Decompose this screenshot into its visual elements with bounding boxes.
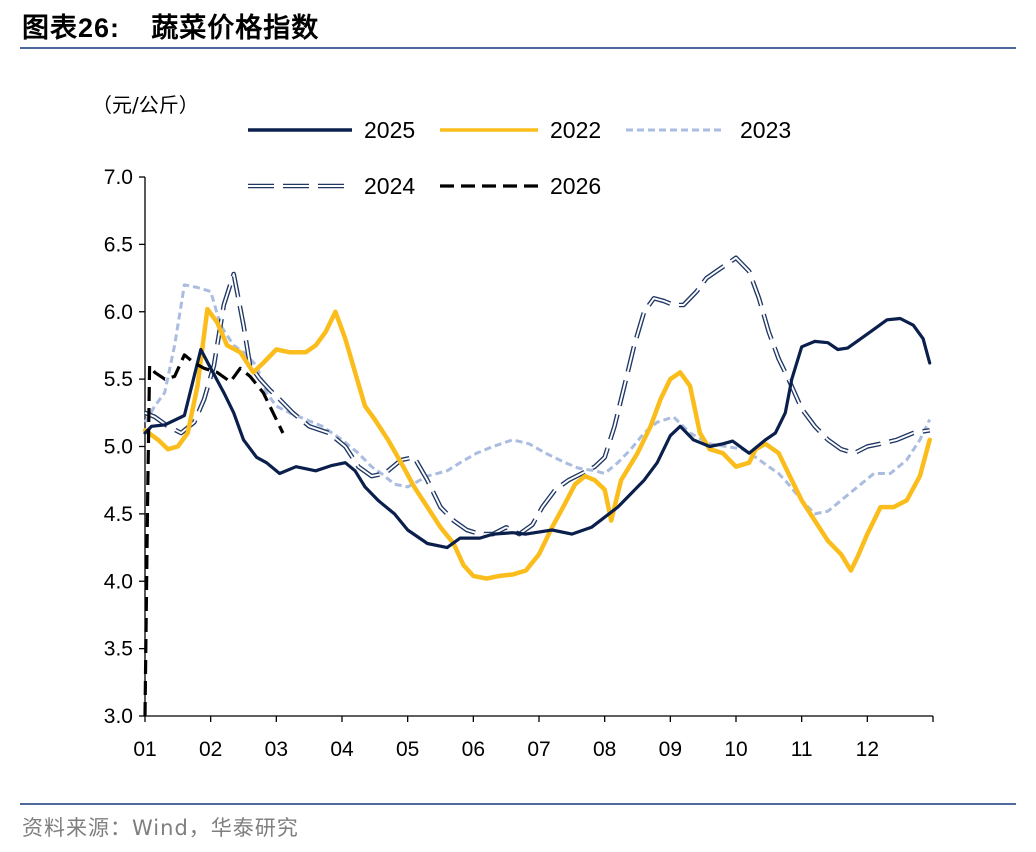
x-tick-label: 02 xyxy=(199,738,222,761)
legend-label-2022: 2022 xyxy=(550,117,601,143)
series-2026-line xyxy=(143,353,285,717)
x-tick-label: 06 xyxy=(462,738,485,761)
y-tick-label: 4.5 xyxy=(104,503,133,526)
x-tick-label: 04 xyxy=(330,738,354,761)
legend-label-2025: 2025 xyxy=(364,117,415,143)
series-2025-line xyxy=(143,316,932,550)
y-tick-label: 7.0 xyxy=(104,166,133,189)
x-tick-label: 03 xyxy=(265,738,288,761)
legend-label-2023: 2023 xyxy=(740,117,791,143)
x-tick-label: 01 xyxy=(133,738,156,761)
series-2024-line-inner xyxy=(144,256,930,536)
y-tick-label: 3.5 xyxy=(104,638,133,661)
x-tick-label: 05 xyxy=(396,738,419,761)
y-tick-label: 6.5 xyxy=(104,233,133,256)
figure-title-text: 蔬菜价格指数 xyxy=(151,13,320,44)
series-2024-line xyxy=(144,255,931,537)
figure-label: 图表 xyxy=(22,13,78,44)
y-tick-label: 4.0 xyxy=(104,570,133,593)
legend-label-2026: 2026 xyxy=(550,173,601,199)
x-tick-label: 07 xyxy=(527,738,550,761)
series-2022-line xyxy=(142,306,932,581)
figure-title: 图表26: 蔬菜价格指数 xyxy=(22,8,319,48)
x-tick-label: 11 xyxy=(791,738,813,761)
y-tick-label: 6.0 xyxy=(104,301,133,324)
series-2023-line xyxy=(143,283,932,516)
y-tick-label: 5.0 xyxy=(104,436,133,459)
source-note: 资料来源：Wind，华泰研究 xyxy=(22,816,299,840)
figure-number: 26: xyxy=(78,13,121,43)
y-unit-label: （元/公斤） xyxy=(92,93,199,117)
x-tick-label: 12 xyxy=(856,738,879,761)
x-tick-label: 10 xyxy=(724,738,747,761)
legend-label-2024: 2024 xyxy=(364,173,415,199)
top-rule xyxy=(20,47,1016,49)
x-tick-label: 09 xyxy=(659,738,682,761)
y-tick-label: 3.0 xyxy=(104,705,133,728)
bottom-rule xyxy=(20,803,1016,805)
y-tick-label: 5.5 xyxy=(104,368,133,391)
x-tick-label: 08 xyxy=(593,738,616,761)
